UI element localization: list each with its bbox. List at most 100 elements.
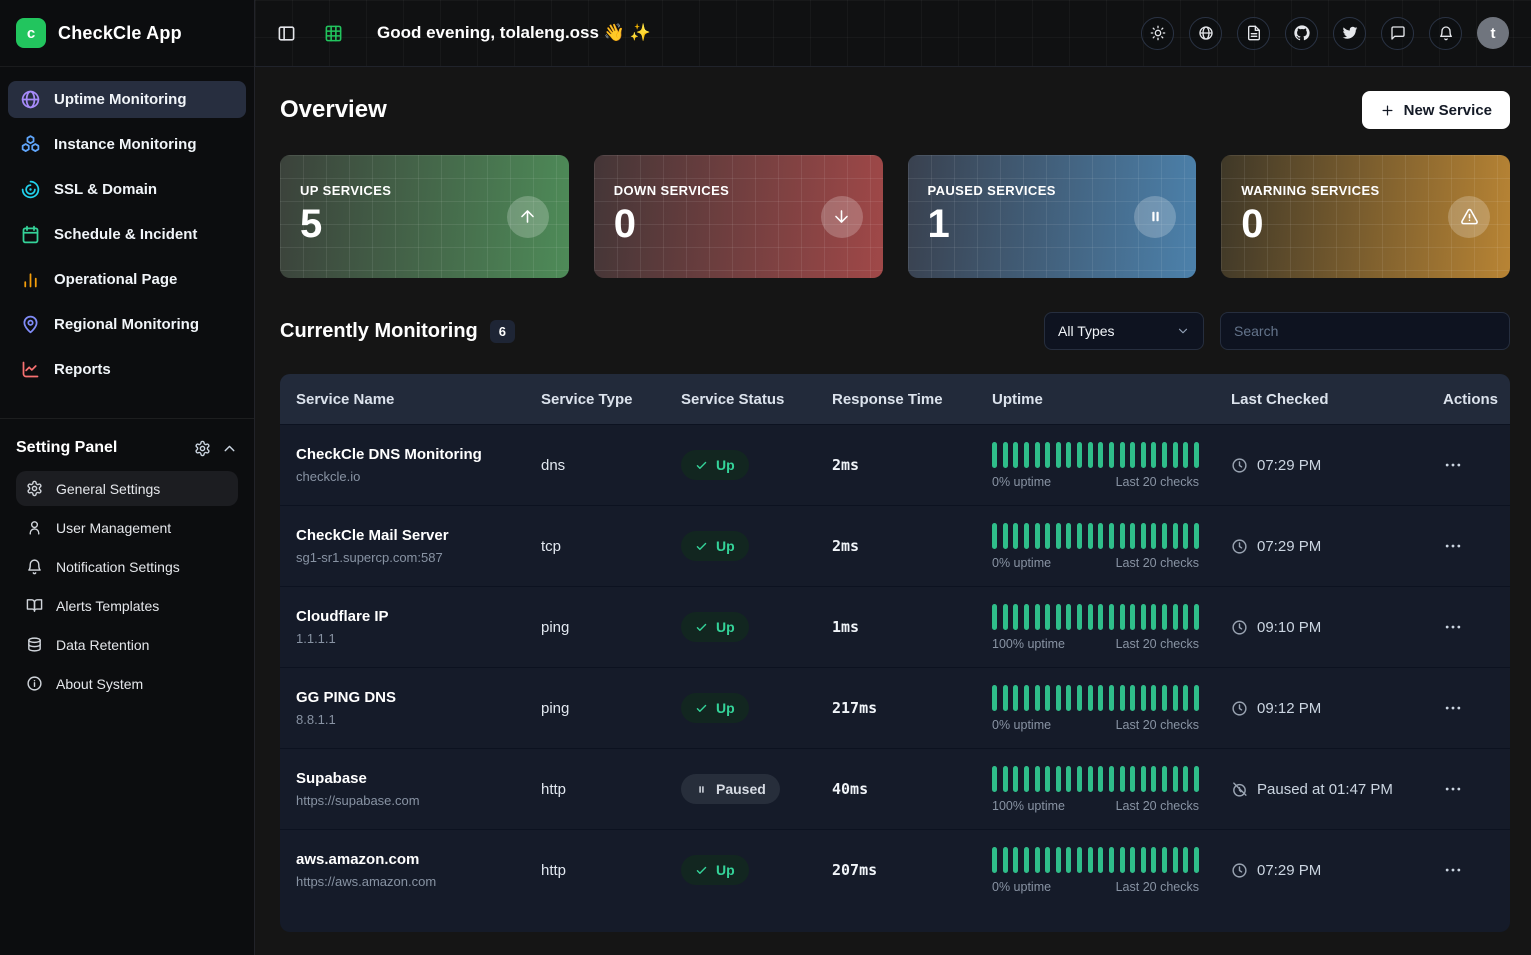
user-avatar[interactable]: t bbox=[1477, 17, 1509, 49]
uptime-bar bbox=[1130, 765, 1136, 792]
uptime-bar bbox=[1034, 765, 1040, 792]
sidebar-collapse-button[interactable] bbox=[277, 24, 296, 43]
uptime-bar bbox=[1130, 603, 1136, 630]
uptime-bar bbox=[1045, 603, 1051, 630]
last-checked-cell: 09:10 PM bbox=[1231, 619, 1431, 636]
settings-item[interactable]: About System bbox=[16, 666, 238, 701]
row-actions-button[interactable] bbox=[1443, 617, 1465, 637]
uptime-bar bbox=[1002, 684, 1008, 711]
uptime-percent: 0% uptime bbox=[992, 555, 1052, 570]
uptime-bars bbox=[992, 522, 1199, 549]
service-type: dns bbox=[541, 456, 566, 474]
uptime-bar bbox=[1193, 441, 1199, 468]
sidebar-nav-item[interactable]: SSL & Domain bbox=[8, 171, 246, 208]
chevron-up-icon[interactable] bbox=[221, 440, 238, 457]
monitoring-table: Service Name Service Type Service Status… bbox=[280, 374, 1510, 932]
settings-item-label: Notification Settings bbox=[56, 558, 180, 575]
checks-label: Last 20 checks bbox=[1115, 798, 1199, 813]
col-last-checked: Last Checked bbox=[1231, 390, 1329, 408]
status-badge: Up bbox=[681, 612, 749, 642]
col-uptime: Uptime bbox=[992, 390, 1043, 408]
service-type: ping bbox=[541, 618, 570, 636]
uptime-bar bbox=[1055, 441, 1061, 468]
settings-item[interactable]: Alerts Templates bbox=[16, 588, 238, 623]
row-actions-button[interactable] bbox=[1443, 455, 1465, 475]
sidebar-nav-item[interactable]: Uptime Monitoring bbox=[8, 81, 246, 118]
uptime-bar bbox=[1013, 846, 1019, 873]
sidebar-nav-item[interactable]: Instance Monitoring bbox=[8, 126, 246, 163]
table-row[interactable]: CheckCle Mail Server sg1-sr1.supercp.com… bbox=[280, 505, 1510, 586]
last-checked-cell: Paused at 01:47 PM bbox=[1231, 781, 1431, 798]
uptime-bar bbox=[1151, 522, 1157, 549]
grid-view-button[interactable] bbox=[324, 24, 343, 43]
sidebar-nav-item[interactable]: Regional Monitoring bbox=[8, 306, 246, 343]
bell-icon bbox=[1438, 25, 1454, 41]
topbar-icon-button[interactable] bbox=[1189, 16, 1222, 50]
topbar-icon-button[interactable] bbox=[1285, 16, 1318, 50]
service-status-cell: Up bbox=[681, 693, 832, 723]
type-filter-select[interactable]: All Types bbox=[1044, 312, 1204, 350]
status-icon bbox=[695, 702, 708, 715]
service-name-cell: CheckCle DNS Monitoring checkcle.io bbox=[296, 446, 541, 484]
stat-card: UP SERVICES 5 bbox=[280, 155, 569, 278]
sun-icon bbox=[1150, 25, 1166, 41]
uptime-bar bbox=[1034, 522, 1040, 549]
page-content: Overview New Service UP SERVICES 5 DOWN … bbox=[255, 67, 1531, 955]
last-checked-time: Paused at 01:47 PM bbox=[1257, 780, 1393, 798]
pause-icon bbox=[1134, 195, 1177, 238]
table-row[interactable]: Cloudflare IP 1.1.1.1 ping Up 1ms 100% u… bbox=[280, 586, 1510, 667]
settings-item-label: Data Retention bbox=[56, 636, 150, 653]
search-input[interactable] bbox=[1220, 312, 1510, 350]
settings-item[interactable]: Data Retention bbox=[16, 627, 238, 662]
uptime-bar bbox=[1023, 522, 1029, 549]
uptime-bar bbox=[1183, 765, 1189, 792]
table-row[interactable]: CheckCle DNS Monitoring checkcle.io dns … bbox=[280, 424, 1510, 505]
uptime-bar bbox=[1108, 603, 1114, 630]
service-status-cell: Up bbox=[681, 612, 832, 642]
uptime-bar bbox=[1119, 522, 1125, 549]
stat-card: DOWN SERVICES 0 bbox=[593, 155, 883, 278]
new-service-button[interactable]: New Service bbox=[1361, 91, 1510, 129]
topbar-icon-button[interactable] bbox=[1381, 16, 1414, 50]
page-title: Overview bbox=[280, 96, 387, 123]
uptime-bar bbox=[1087, 765, 1093, 792]
service-name-cell: GG PING DNS 8.8.1.1 bbox=[296, 689, 541, 727]
uptime-bar bbox=[1183, 603, 1189, 630]
row-actions-button[interactable] bbox=[1443, 779, 1465, 799]
row-actions-button[interactable] bbox=[1443, 536, 1465, 556]
sidebar-nav-item[interactable]: Schedule & Incident bbox=[8, 216, 246, 253]
row-actions-button[interactable] bbox=[1443, 860, 1465, 880]
uptime-bar bbox=[1023, 441, 1029, 468]
topbar-icon-button[interactable] bbox=[1333, 16, 1366, 50]
topbar-icon-button[interactable] bbox=[1237, 16, 1270, 50]
service-name-cell: Supabase https://supabase.com bbox=[296, 770, 541, 808]
settings-item[interactable]: User Management bbox=[16, 510, 238, 545]
uptime-bar bbox=[1140, 603, 1146, 630]
database-icon bbox=[26, 636, 43, 653]
table-row[interactable]: Supabase https://supabase.com http Pause… bbox=[280, 748, 1510, 829]
uptime-percent: 0% uptime bbox=[992, 717, 1052, 732]
table-row[interactable]: aws.amazon.com https://aws.amazon.com ht… bbox=[280, 829, 1510, 932]
status-label: Up bbox=[716, 619, 735, 635]
topbar-icon-button[interactable] bbox=[1429, 16, 1462, 50]
uptime-bar bbox=[1193, 684, 1199, 711]
uptime-bar bbox=[1183, 846, 1189, 873]
nav-item-label: Uptime Monitoring bbox=[54, 91, 187, 108]
nav-item-label: Schedule & Incident bbox=[54, 226, 198, 243]
settings-item[interactable]: General Settings bbox=[16, 471, 238, 506]
settings-gear-icon[interactable] bbox=[194, 440, 211, 457]
uptime-bar bbox=[1140, 684, 1146, 711]
service-host: https://supabase.com bbox=[296, 793, 420, 808]
sidebar-nav-item[interactable]: Reports bbox=[8, 351, 246, 388]
uptime-cell: 0% uptime Last 20 checks bbox=[992, 441, 1199, 489]
row-actions-button[interactable] bbox=[1443, 698, 1465, 718]
sidebar-nav: Uptime Monitoring Instance Monitoring SS… bbox=[0, 67, 254, 406]
settings-panel-title: Setting Panel bbox=[16, 439, 118, 456]
response-time: 2ms bbox=[832, 537, 860, 555]
github-icon bbox=[1293, 25, 1310, 41]
sidebar-nav-item[interactable]: Operational Page bbox=[8, 261, 246, 298]
stat-label: UP SERVICES bbox=[300, 183, 392, 198]
table-row[interactable]: GG PING DNS 8.8.1.1 ping Up 217ms 0% upt… bbox=[280, 667, 1510, 748]
settings-item[interactable]: Notification Settings bbox=[16, 549, 238, 584]
topbar-icon-button[interactable] bbox=[1141, 16, 1174, 50]
